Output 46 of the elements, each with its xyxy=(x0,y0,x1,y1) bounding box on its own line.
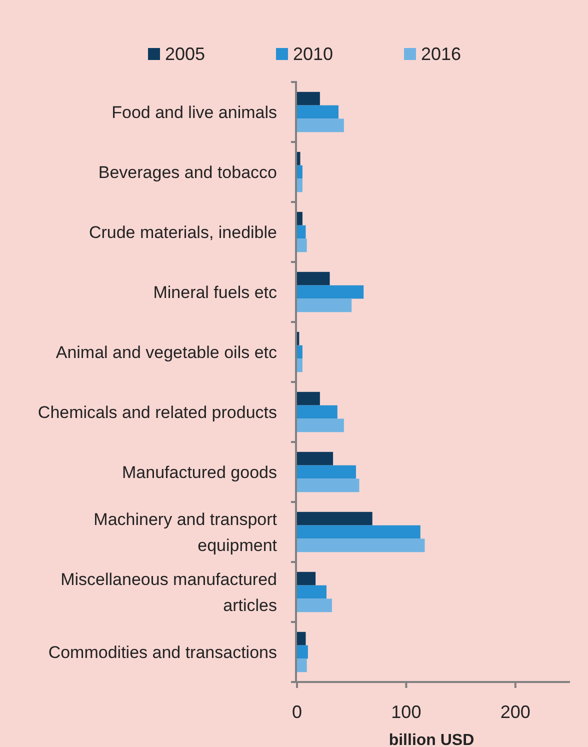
legend-label: 2016 xyxy=(421,44,462,64)
bar xyxy=(297,392,320,406)
y-tick-label: Commodities and transactions xyxy=(48,643,277,662)
bar xyxy=(297,178,302,192)
y-tick-label: Mineral fuels etc xyxy=(153,283,278,302)
y-tick-label: Crude materials, inedible xyxy=(88,223,277,242)
legend-label: 2010 xyxy=(293,44,334,64)
bar xyxy=(297,538,425,552)
bar xyxy=(297,645,308,659)
x-axis-title: billion USD xyxy=(388,732,474,747)
bar xyxy=(297,405,338,419)
bar xyxy=(297,512,372,526)
y-tick-label: Miscellaneous manufactured articles xyxy=(60,570,277,615)
y-tick-label: Food and live animals xyxy=(112,103,277,122)
legend-label: 2005 xyxy=(165,44,206,64)
bar xyxy=(297,358,302,372)
bar xyxy=(297,598,332,612)
bar xyxy=(297,478,360,492)
bar xyxy=(297,105,338,119)
bar xyxy=(297,238,307,252)
bar xyxy=(297,658,307,672)
y-tick-label: Manufactured goods xyxy=(122,463,277,482)
bar xyxy=(297,92,320,106)
y-tick-label: Chemicals and related products xyxy=(38,403,277,422)
bar xyxy=(297,418,344,432)
x-tick-label: 100 xyxy=(391,702,422,722)
bar xyxy=(297,452,334,466)
bar xyxy=(297,572,316,586)
bar xyxy=(297,585,326,599)
bar xyxy=(297,298,352,312)
bar xyxy=(297,225,306,239)
y-tick-label: Animal and vegetable oils etc xyxy=(56,343,278,362)
bar xyxy=(297,345,302,359)
bar xyxy=(297,525,420,539)
y-tick-label: Beverages and tobacco xyxy=(98,163,277,182)
bar xyxy=(297,118,344,132)
bar xyxy=(297,152,300,166)
bar xyxy=(297,165,302,179)
bar xyxy=(297,465,356,479)
x-tick-label: 200 xyxy=(500,702,530,722)
bar xyxy=(297,212,302,226)
x-tick-label: 0 xyxy=(292,702,302,722)
bar xyxy=(297,285,364,299)
bar xyxy=(297,272,330,286)
y-tick-label: Machinery and transport equipment xyxy=(94,510,278,555)
bar xyxy=(297,632,306,646)
